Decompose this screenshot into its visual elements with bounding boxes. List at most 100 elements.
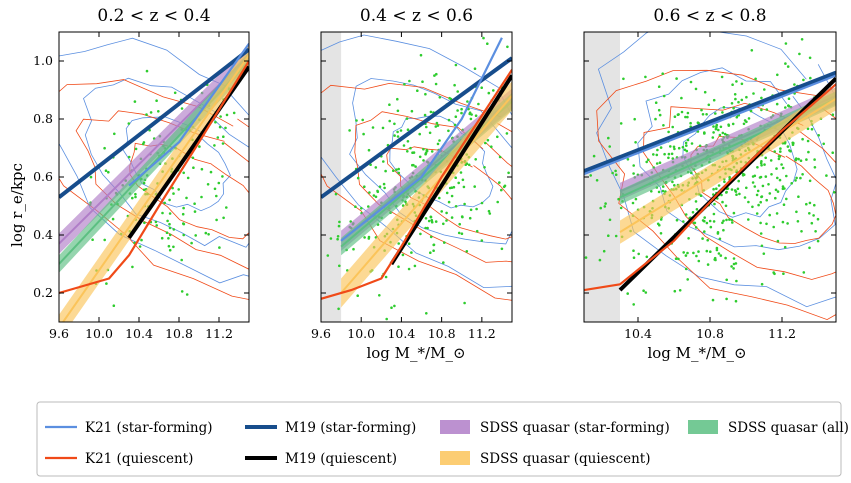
quasar-point xyxy=(225,206,228,209)
quasar-point xyxy=(652,153,655,156)
quasar-point xyxy=(486,42,489,45)
quasar-point xyxy=(730,102,734,105)
quasar-point xyxy=(194,234,197,237)
quasar-point xyxy=(393,304,396,308)
quasar-point xyxy=(742,122,746,126)
quasar-point xyxy=(419,232,422,236)
quasar-point xyxy=(672,145,676,149)
quasar-point xyxy=(786,65,790,68)
quasar-point xyxy=(424,217,428,220)
quasar-point xyxy=(396,109,400,113)
quasar-point xyxy=(393,122,396,126)
quasar-point xyxy=(780,163,783,166)
quasar-point xyxy=(690,142,694,145)
quasar-point xyxy=(667,130,670,134)
quasar-point xyxy=(448,186,452,190)
quasar-point xyxy=(684,213,688,216)
x-tick-label: 11.2 xyxy=(768,326,796,341)
quasar-point xyxy=(374,195,378,199)
quasar-point xyxy=(192,166,195,169)
quasar-point xyxy=(719,125,723,129)
quasar-point xyxy=(378,185,382,188)
quasar-point xyxy=(743,196,747,199)
quasar-point xyxy=(742,173,746,176)
quasar-point xyxy=(753,185,757,188)
quasar-point xyxy=(709,250,712,253)
quasar-point xyxy=(712,98,716,102)
quasar-point xyxy=(443,241,446,244)
quasar-point xyxy=(193,202,196,205)
quasar-point xyxy=(461,178,465,182)
quasar-point xyxy=(736,187,740,191)
quasar-point xyxy=(401,253,405,257)
quasar-point xyxy=(722,228,725,232)
quasar-point xyxy=(731,122,735,126)
quasar-point xyxy=(367,148,371,152)
x-tick-label: 10.8 xyxy=(428,326,456,341)
quasar-point xyxy=(454,115,458,118)
y-tick-label: 0.8 xyxy=(33,111,53,126)
quasar-point xyxy=(450,216,454,219)
quasar-point xyxy=(378,294,381,297)
quasar-point xyxy=(656,148,659,152)
quasar-point xyxy=(436,142,440,146)
quasar-point xyxy=(407,267,411,271)
quasar-point xyxy=(774,188,778,192)
quasar-point xyxy=(694,87,698,91)
quasar-point xyxy=(712,131,715,134)
legend-swatch xyxy=(688,420,718,434)
quasar-point xyxy=(155,99,158,102)
quasar-point xyxy=(465,250,469,253)
quasar-point xyxy=(731,83,734,86)
quasar-point xyxy=(467,163,471,167)
quasar-point xyxy=(503,184,507,188)
quasar-point xyxy=(737,179,740,183)
quasar-point xyxy=(784,42,788,45)
quasar-point xyxy=(488,212,492,215)
quasar-point xyxy=(633,117,636,121)
quasar-point xyxy=(111,217,115,221)
quasar-point xyxy=(598,258,602,262)
legend-frame xyxy=(36,401,842,477)
quasar-point xyxy=(722,106,726,109)
quasar-point xyxy=(772,225,775,229)
quasar-point xyxy=(200,167,204,171)
quasar-point xyxy=(367,235,371,239)
line-m19_sf xyxy=(584,70,836,174)
quasar-point xyxy=(763,88,766,91)
quasar-point xyxy=(430,218,434,222)
quasar-point xyxy=(424,226,427,230)
quasar-point xyxy=(779,150,782,153)
quasar-point xyxy=(684,115,687,119)
quasar-point xyxy=(329,237,333,240)
quasar-point xyxy=(698,144,702,148)
quasar-point xyxy=(410,251,413,254)
quasar-point xyxy=(782,272,785,276)
quasar-point xyxy=(107,170,110,174)
quasar-point xyxy=(447,118,451,122)
x-axis-label: log M_*/M_⊙ xyxy=(647,344,746,362)
quasar-point xyxy=(781,220,785,224)
quasar-point xyxy=(382,182,386,186)
quasar-point xyxy=(225,113,229,117)
quasar-point xyxy=(371,126,375,129)
quasar-point xyxy=(200,195,203,199)
quasar-point xyxy=(592,154,596,158)
quasar-point xyxy=(685,144,688,147)
quasar-point xyxy=(760,160,763,163)
quasar-point xyxy=(454,205,458,208)
quasar-point xyxy=(423,113,427,117)
quasar-point xyxy=(800,38,804,41)
quasar-point xyxy=(682,251,685,254)
quasar-point xyxy=(760,96,763,100)
quasar-point xyxy=(661,72,664,75)
quasar-point xyxy=(722,219,725,223)
quasar-point xyxy=(352,247,355,251)
quasar-point xyxy=(808,212,811,215)
quasar-point xyxy=(694,226,698,229)
quasar-point xyxy=(595,179,599,182)
quasar-point xyxy=(181,212,185,216)
quasar-point xyxy=(459,171,463,174)
quasar-point xyxy=(831,151,834,154)
quasar-point xyxy=(626,158,630,161)
